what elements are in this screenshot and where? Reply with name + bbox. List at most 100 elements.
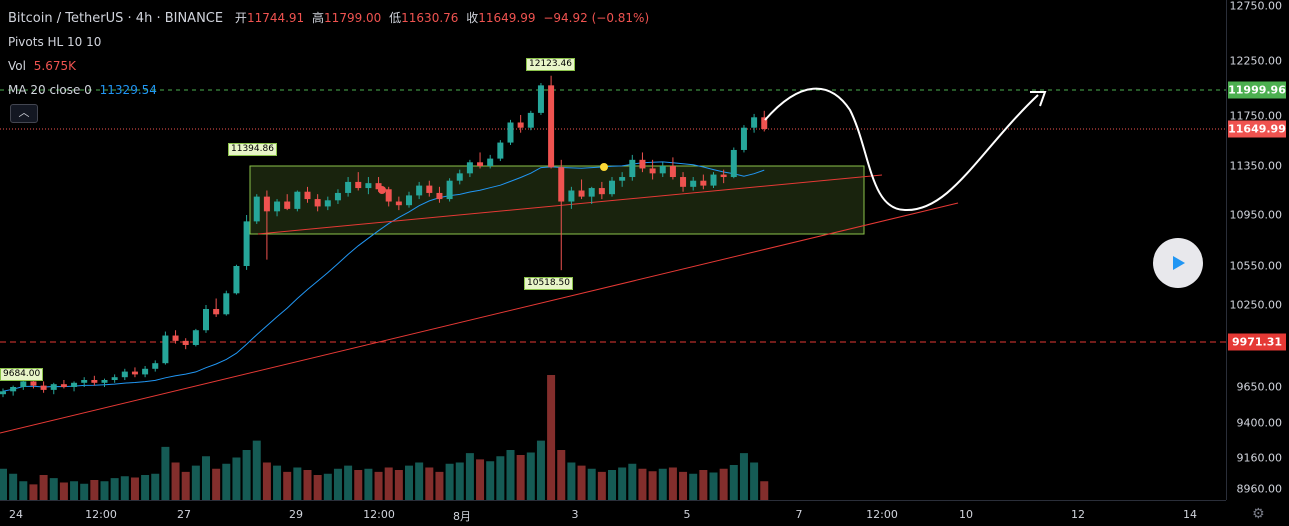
candle	[466, 162, 473, 174]
candle	[40, 385, 47, 390]
candle	[426, 185, 433, 193]
volume-bar	[19, 481, 28, 500]
volume-bar	[364, 468, 373, 500]
candle	[507, 122, 514, 143]
volume-bar	[506, 450, 515, 500]
candle	[0, 391, 6, 395]
time-tick: 10	[959, 508, 973, 521]
pivot-label: 11394.86	[228, 143, 277, 156]
price-tick: 12750.00	[1229, 0, 1283, 13]
candle	[385, 189, 392, 202]
high-label: 高	[312, 11, 325, 25]
volume-bar	[49, 478, 58, 500]
candle	[263, 196, 270, 212]
open-label: 开	[234, 11, 247, 25]
volume-bar	[405, 465, 413, 500]
close-value: 11649.99	[478, 11, 536, 25]
volume-bar	[476, 459, 485, 500]
volume-bar	[130, 477, 139, 500]
candle	[517, 122, 524, 128]
candle	[111, 377, 118, 380]
time-tick: 3	[571, 508, 579, 521]
candle	[60, 384, 67, 387]
volume-bar	[232, 457, 241, 500]
candle	[233, 266, 240, 294]
volume-bar	[729, 465, 738, 500]
candle	[619, 177, 626, 181]
candle	[365, 183, 372, 189]
candle	[142, 368, 149, 375]
price-tick: 11750.00	[1229, 109, 1283, 123]
volume-bar	[536, 440, 545, 500]
volume-bar	[760, 481, 769, 500]
volume-bar	[0, 468, 7, 500]
volume-bar	[516, 455, 525, 500]
volume-bar	[303, 470, 312, 500]
price-tick: 8960.00	[1236, 482, 1283, 496]
play-icon	[1173, 256, 1185, 270]
candle	[203, 308, 209, 331]
volume-bar	[638, 468, 647, 500]
candle	[375, 183, 382, 190]
volume-bar	[181, 471, 190, 500]
gear-icon[interactable]: ⚙	[1252, 506, 1265, 522]
volume-bar	[29, 484, 38, 500]
indicator-pivots-label: Pivots HL 10 10	[8, 35, 102, 49]
price-tick: 12250.00	[1229, 54, 1283, 68]
change-value: −94.92 (−0.81%)	[543, 11, 650, 25]
candle	[609, 180, 615, 195]
price-axis[interactable]: 12750.00 12250.00 11750.00 11350.00 10950.00…	[1226, 0, 1289, 500]
candle	[548, 85, 555, 168]
volume-bar	[333, 468, 342, 500]
volume-bar	[719, 468, 728, 500]
volume-bar	[374, 471, 383, 500]
arrow-head	[1030, 91, 1047, 107]
volume-bar	[171, 462, 180, 500]
time-axis[interactable]: 24 12:00 27 29 12:00 8月 3 5 7 12:00 10 12 14	[0, 500, 1226, 526]
candle	[578, 190, 585, 197]
volume-bar	[739, 453, 748, 500]
volume-bar	[384, 467, 393, 500]
volume-bar	[283, 471, 292, 500]
open-value: 11744.91	[246, 11, 305, 25]
volume-bar	[59, 482, 68, 500]
candle	[629, 159, 636, 178]
symbol-row: Bitcoin / TetherUS · 4h · BINANCE 开11744…	[8, 6, 649, 30]
symbol-title[interactable]: Bitcoin / TetherUS · 4h · BINANCE	[8, 11, 224, 26]
candle	[497, 142, 504, 159]
replay-play-button[interactable]	[1153, 238, 1203, 288]
indicator-ma-label: MA 20 close 0	[8, 83, 92, 97]
indicator-ma[interactable]: MA 20 close 0 11329.54	[8, 78, 649, 102]
volume-bar	[445, 463, 454, 500]
volume-bar	[486, 461, 495, 500]
collapse-legend-button[interactable]: ︿	[10, 104, 38, 123]
volume-bar	[668, 467, 677, 500]
volume-bar	[120, 476, 129, 500]
candle	[456, 173, 463, 181]
price-tick: 10950.00	[1229, 208, 1283, 222]
time-tick: 12	[1071, 508, 1085, 521]
pivot-label: 12123.46	[526, 58, 575, 71]
volume-bar	[496, 456, 505, 500]
volume-bar	[557, 450, 566, 500]
price-chart[interactable]	[0, 0, 1226, 525]
candle	[182, 340, 189, 345]
price-tick: 9650.00	[1236, 380, 1283, 394]
volume-bar	[689, 473, 698, 500]
indicator-volume[interactable]: Vol 5.675K	[8, 54, 649, 78]
time-tick: 14	[1183, 508, 1197, 521]
volume-bar	[415, 462, 424, 500]
volume-bar	[212, 468, 221, 500]
candle	[568, 190, 575, 202]
candle	[700, 180, 707, 186]
volume-bar	[679, 471, 688, 500]
volume-bar	[141, 475, 150, 500]
candle	[406, 195, 412, 206]
volume-bar	[273, 465, 282, 500]
candle	[740, 127, 747, 150]
close-label: 收	[466, 11, 479, 25]
price-tick: 11350.00	[1229, 159, 1283, 173]
chart-legend: Bitcoin / TetherUS · 4h · BINANCE 开11744…	[8, 6, 649, 102]
volume-bar	[100, 481, 109, 500]
indicator-pivots[interactable]: Pivots HL 10 10	[8, 30, 649, 54]
